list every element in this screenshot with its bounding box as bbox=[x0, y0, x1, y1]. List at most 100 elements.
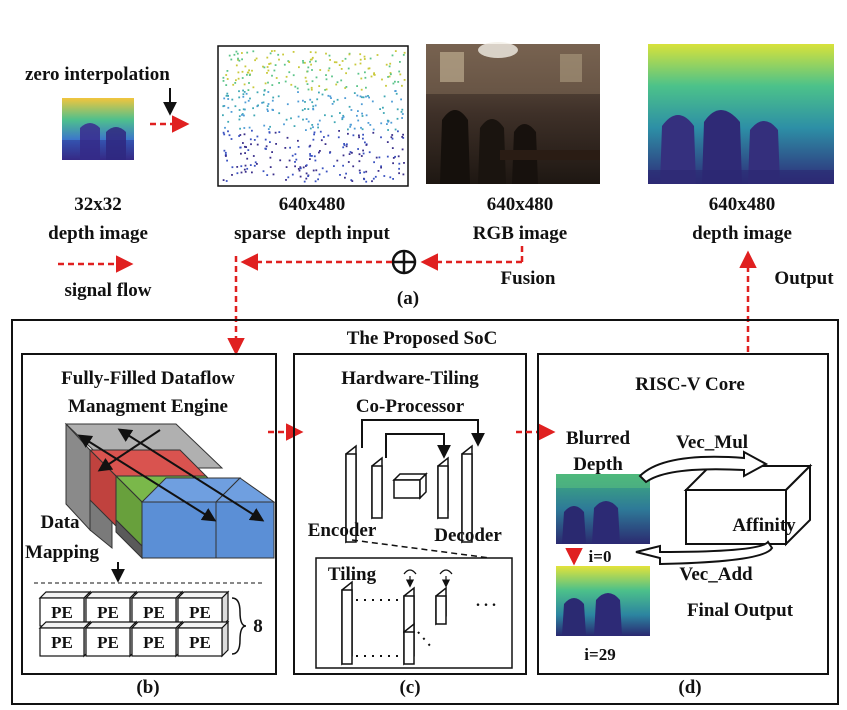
sparse-depth-dot bbox=[312, 105, 315, 108]
sparse-depth-dot bbox=[307, 120, 310, 123]
sparse-depth-dot bbox=[398, 162, 401, 165]
sparse-depth-dot bbox=[225, 94, 228, 97]
soc-frame bbox=[11, 319, 839, 705]
sparse-depth-dot bbox=[225, 155, 227, 157]
sparse-depth-dot bbox=[266, 56, 269, 59]
sparse-depth-dot bbox=[344, 87, 347, 89]
sparse-depth-dot bbox=[267, 81, 269, 84]
sparse-depth-dot bbox=[311, 56, 314, 59]
sparse-depth-dot bbox=[230, 138, 233, 140]
sparse-depth-dot bbox=[401, 108, 404, 111]
sparse-depth-dot bbox=[364, 71, 366, 74]
sparse-depth-dot bbox=[236, 52, 239, 55]
sparse-depth-dot bbox=[312, 169, 315, 172]
sparse-depth-dot bbox=[307, 108, 310, 110]
sparse-depth-dot bbox=[222, 80, 225, 82]
sparse-depth-dot bbox=[261, 101, 263, 104]
final-output-label: Final Output bbox=[687, 600, 794, 621]
sparse-depth-dot bbox=[321, 93, 324, 96]
sparse-input-size: 640x480 bbox=[279, 194, 346, 215]
signal-flow-label: signal flow bbox=[64, 280, 151, 301]
sparse-depth-dot bbox=[291, 154, 294, 157]
sparse-depth-dot bbox=[267, 69, 270, 72]
rgb-size: 640x480 bbox=[487, 194, 554, 215]
sparse-depth-dot bbox=[317, 123, 319, 126]
sparse-depth-dot bbox=[314, 60, 317, 63]
sparse-depth-dot bbox=[379, 108, 381, 110]
sparse-depth-dot bbox=[342, 146, 345, 149]
sparse-depth-dot bbox=[241, 114, 243, 116]
sparse-depth-dot bbox=[286, 103, 289, 106]
sparse-depth-dot bbox=[251, 129, 253, 132]
sparse-depth-dot bbox=[271, 50, 273, 52]
sparse-depth-dot bbox=[271, 99, 274, 102]
sparse-depth-dot bbox=[359, 172, 361, 174]
sparse-depth-dot bbox=[253, 114, 256, 117]
sparse-depth-dot bbox=[275, 143, 277, 145]
data-mapping-line1: Data bbox=[40, 512, 80, 533]
sparse-depth-dot bbox=[361, 96, 363, 99]
sparse-depth-dot bbox=[235, 50, 238, 53]
sparse-depth-dot bbox=[241, 58, 243, 61]
sparse-depth-dot bbox=[263, 66, 266, 69]
small-depth-image bbox=[62, 98, 134, 160]
sparse-depth-dot bbox=[311, 155, 313, 157]
sparse-depth-dot bbox=[246, 167, 249, 170]
dataflow-tile-stack bbox=[64, 422, 276, 560]
sparse-depth-dot bbox=[294, 85, 297, 88]
sparse-depth-dot bbox=[357, 72, 360, 75]
sparse-depth-dot bbox=[360, 155, 363, 157]
sparse-depth-dot bbox=[359, 58, 362, 61]
sparse-depth-dot bbox=[286, 136, 289, 139]
sparse-depth-dot bbox=[321, 167, 324, 170]
sparse-depth-dot bbox=[314, 51, 317, 54]
sparse-depth-dot bbox=[244, 170, 247, 173]
sparse-depth-dot bbox=[297, 100, 300, 103]
sparse-depth-dot bbox=[247, 89, 250, 91]
blurred-depth-line2: Depth bbox=[573, 454, 623, 475]
sparse-depth-dot bbox=[324, 89, 326, 91]
sparse-depth-dot bbox=[346, 143, 348, 146]
sparse-depth-dot bbox=[257, 104, 259, 107]
blurred-depth-line1: Blurred bbox=[566, 428, 630, 449]
sparse-depth-dot bbox=[264, 138, 267, 141]
sparse-depth-dot bbox=[314, 180, 317, 183]
sparse-depth-dot bbox=[309, 58, 312, 61]
sparse-depth-dot bbox=[291, 173, 294, 176]
sparse-depth-dot bbox=[387, 129, 389, 131]
sparse-depth-dot bbox=[391, 147, 394, 149]
sparse-depth-dot bbox=[242, 95, 245, 98]
sparse-depth-dot bbox=[333, 165, 335, 167]
pe-cell: PE bbox=[84, 590, 138, 628]
sparse-depth-dot bbox=[372, 128, 375, 131]
sparse-depth-dot bbox=[309, 153, 311, 155]
sparse-depth-dot bbox=[401, 84, 403, 87]
sparse-depth-dot bbox=[350, 179, 353, 181]
sparse-depth-dot bbox=[365, 114, 368, 117]
sparse-depth-dot bbox=[269, 62, 272, 65]
sparse-depth-dot bbox=[272, 173, 275, 176]
sparse-depth-dot bbox=[361, 112, 363, 115]
sparse-depth-dot bbox=[290, 117, 292, 120]
sparse-depth-dot bbox=[337, 136, 340, 139]
sparse-depth-dot bbox=[222, 105, 225, 108]
sparse-depth-dot bbox=[365, 180, 368, 183]
sparse-depth-dot bbox=[240, 165, 243, 168]
sparse-depth-dot bbox=[340, 79, 343, 82]
sparse-depth-dot bbox=[243, 91, 246, 93]
sparse-depth-dot bbox=[271, 151, 273, 153]
sparse-depth-dot bbox=[331, 103, 334, 105]
sparse-depth-dot bbox=[317, 126, 319, 129]
pe-count-label: 8 bbox=[253, 616, 263, 637]
sparse-depth-dot bbox=[244, 152, 246, 154]
sparse-depth-dot bbox=[331, 75, 333, 78]
sparse-depth-dot bbox=[311, 80, 314, 83]
sparse-depth-dot bbox=[226, 92, 229, 95]
sparse-depth-dot bbox=[312, 108, 315, 111]
sparse-depth-dot bbox=[397, 155, 400, 158]
sparse-depth-dot bbox=[233, 53, 236, 56]
sparse-depth-dot bbox=[305, 172, 308, 175]
sparse-depth-dot bbox=[363, 58, 366, 60]
sparse-depth-dot bbox=[277, 95, 280, 98]
sparse-depth-dot bbox=[343, 143, 345, 145]
